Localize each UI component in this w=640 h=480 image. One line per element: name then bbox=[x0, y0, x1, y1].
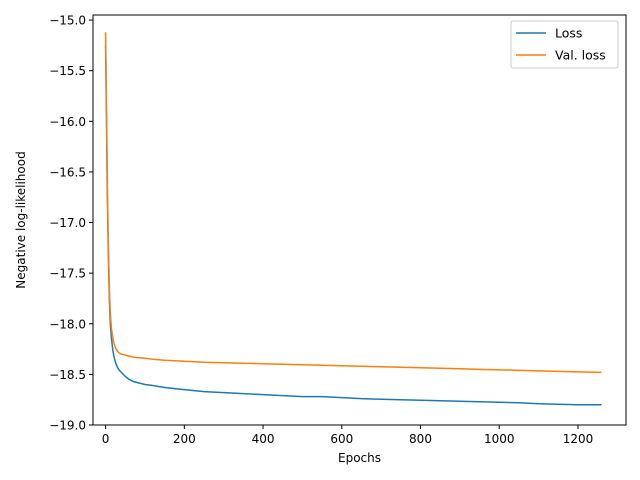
y-tick-label: −17.5 bbox=[49, 267, 86, 281]
legend: Loss Val. loss bbox=[510, 20, 619, 69]
y-tick-label: −18.0 bbox=[49, 317, 86, 331]
y-axis-label: Negative log-likelihood bbox=[14, 151, 28, 288]
legend-label-val-loss: Val. loss bbox=[555, 48, 606, 63]
y-tick-label: −18.5 bbox=[49, 368, 86, 382]
y-tick-label: −16.0 bbox=[49, 115, 86, 129]
plot-frame bbox=[92, 14, 627, 426]
x-tick-label: 800 bbox=[409, 432, 432, 446]
legend-label-loss: Loss bbox=[555, 26, 582, 41]
y-tick-label: −19.0 bbox=[49, 419, 86, 433]
x-axis-label: Epochs bbox=[338, 451, 381, 465]
x-tick-label: 1000 bbox=[484, 432, 515, 446]
plot-area bbox=[92, 14, 627, 426]
y-tick-label: −15.5 bbox=[49, 64, 86, 78]
x-tick-label: 400 bbox=[252, 432, 275, 446]
series-layer bbox=[104, 32, 602, 406]
x-tick-label: 200 bbox=[173, 432, 196, 446]
y-ticks: −19.0 −18.5 −18.0 −17.5 −17.0 −16.5 −16.0 −15.5… bbox=[49, 14, 93, 433]
series-line-loss bbox=[104, 45, 602, 406]
y-tick-label: −17.0 bbox=[49, 216, 86, 230]
x-tick-label: 1200 bbox=[563, 432, 594, 446]
x-tick-label: 600 bbox=[330, 432, 353, 446]
y-tick-label: −15.0 bbox=[49, 14, 86, 28]
y-tick-label: −16.5 bbox=[49, 165, 86, 179]
x-ticks: 0 200 400 600 800 1000 1200 bbox=[102, 425, 593, 446]
x-tick-label: 0 bbox=[102, 432, 110, 446]
series-line-val-loss bbox=[104, 32, 602, 374]
